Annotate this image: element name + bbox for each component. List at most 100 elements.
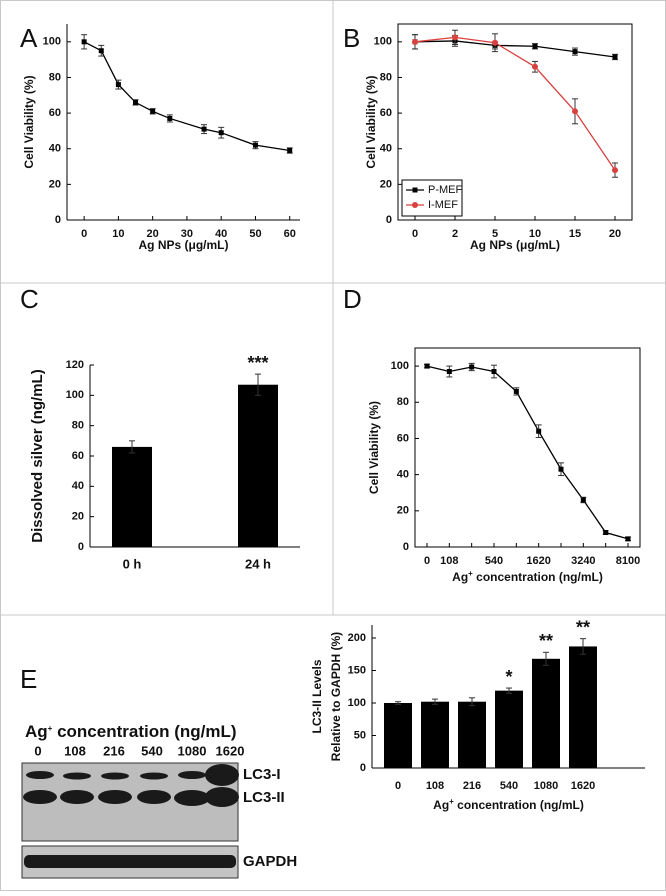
band-label: GAPDH (243, 853, 297, 870)
blot-title: Ag+ concentration (ng/mL) (25, 722, 237, 741)
marker (612, 54, 618, 60)
marker (492, 39, 498, 46)
marker (572, 49, 578, 55)
x-tick-label: 540 (500, 780, 518, 792)
x-tick-label: 20 (147, 228, 159, 240)
marker (469, 364, 475, 370)
y-tick-label: 80 (380, 71, 392, 83)
x-axis-title: Ag+ concentration (ng/mL) (452, 569, 603, 585)
y-axis-title: Cell Viability (%) (364, 75, 378, 168)
lane-label: 1620 (216, 743, 245, 758)
y-tick-label: 100 (374, 36, 392, 48)
x-tick-label: 1080 (534, 780, 558, 792)
chart-panel: C 0 20 40 60 80 100 120 0 h 24 h *** (20, 284, 300, 571)
marker (115, 82, 121, 88)
x-tick-label: 5 (492, 228, 498, 240)
y-axis-title: Cell Viability (%) (367, 401, 381, 494)
bar (421, 701, 449, 768)
x-tick-label: 60 (284, 228, 296, 240)
y-tick-label: 100 (43, 36, 61, 48)
y-tick-label: 60 (49, 107, 61, 119)
x-axis-title-part: Ag (452, 570, 468, 584)
x-axis-title-part: concentration (ng/mL) (473, 570, 603, 584)
y-tick-label: 20 (72, 511, 84, 523)
x-tick-label: 20 (609, 228, 621, 240)
significance: ** (539, 631, 553, 651)
bar (532, 658, 560, 768)
lane-label: 540 (141, 743, 163, 758)
y-tick-label: 80 (397, 396, 409, 408)
significance: * (505, 667, 512, 687)
y-axis-title: LC3-II Levels (310, 659, 324, 733)
marker (580, 497, 586, 503)
plot-frame (397, 23, 633, 221)
error-bar (395, 701, 401, 705)
plot-frame (414, 347, 641, 548)
marker (133, 99, 139, 105)
panel-letter: A (20, 23, 38, 53)
y-tick-label: 0 (403, 541, 409, 553)
blot-title-sup: + (48, 724, 53, 733)
y-tick-label: 80 (49, 71, 61, 83)
lane-label: 216 (103, 743, 125, 758)
y-tick-label: 100 (391, 360, 409, 372)
bar (569, 646, 597, 768)
y-tick-label: 20 (380, 178, 392, 190)
legend-marker (412, 202, 418, 208)
x-tick-label: 40 (215, 228, 227, 240)
legend-label: P-MEF (428, 184, 463, 196)
y-tick-label: 40 (397, 469, 409, 481)
y-tick-label: 150 (348, 664, 366, 676)
chart-panel: B 0 20 40 60 80 100 0 2 5 10 15 20 P-MEF I-MEF (343, 23, 633, 240)
bar (495, 690, 523, 768)
y-axis-title: Dissolved silver (ng/mL) (29, 369, 46, 542)
x-axis-title: Ag NPs (μg/mL) (470, 238, 560, 252)
error-bar (469, 697, 475, 707)
lane-label: 108 (64, 743, 86, 758)
x-axis-title: Ag NPs (μg/mL) (138, 238, 228, 252)
marker (424, 363, 430, 369)
x-tick-label: 15 (569, 228, 581, 240)
blot-labels: 0 108 216 540 1080 1620 LC3-I LC3-II GAPDH (34, 743, 297, 870)
y-tick-label: 80 (72, 420, 84, 432)
panel-letter: D (343, 284, 362, 314)
chart-panel: A 0 20 40 60 80 100 0 10 20 30 40 50 60 (20, 23, 300, 240)
marker (218, 130, 224, 136)
x-tick-label: 50 (249, 228, 261, 240)
y-tick-label: 40 (380, 143, 392, 155)
x-axis-title-sup: + (449, 797, 454, 806)
marker (625, 536, 631, 542)
marker (558, 466, 564, 472)
blot-title-part: concentration (ng/mL) (52, 722, 236, 741)
legend-label: I-MEF (428, 199, 458, 211)
x-tick-label: 24 h (245, 556, 271, 571)
x-tick-label: 0 h (123, 556, 142, 571)
error-bar (543, 651, 549, 666)
x-axis-title-part: Ag (433, 798, 449, 812)
y-tick-label: 60 (397, 432, 409, 444)
legend-box (401, 179, 463, 217)
marker (491, 369, 497, 375)
x-tick-label: 10 (112, 228, 124, 240)
error-bar (580, 638, 586, 655)
significance: ** (576, 617, 590, 637)
y-tick-label: 0 (386, 214, 392, 226)
marker (532, 43, 538, 49)
y-axis-title: Cell Viability (%) (22, 75, 36, 168)
legend-marker (412, 187, 418, 193)
blot-bands (23, 764, 239, 868)
x-tick-label: 1620 (526, 555, 550, 567)
x-tick-label: 10 (529, 228, 541, 240)
x-tick-label: 216 (463, 780, 481, 792)
band-label: LC3-I (243, 766, 281, 783)
marker (252, 142, 258, 148)
marker (201, 126, 207, 132)
marker (612, 167, 618, 174)
western-blot (21, 762, 239, 879)
panel-letter: C (20, 284, 39, 314)
y-tick-label: 0 (78, 541, 84, 553)
x-tick-label: 3240 (571, 555, 595, 567)
marker (81, 39, 87, 45)
y-tick-label: 120 (66, 359, 84, 371)
